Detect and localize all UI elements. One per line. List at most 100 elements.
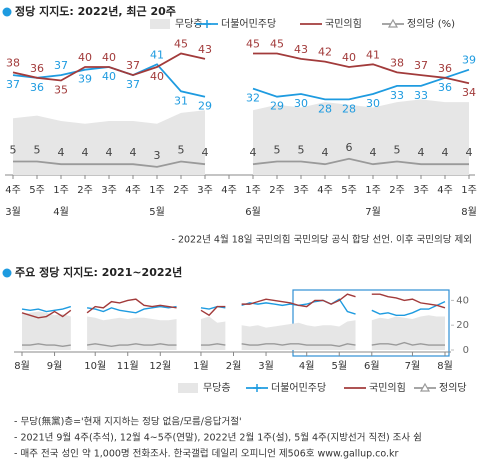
x-tick-label: 1월 [193,360,209,372]
data-label: 40 [342,51,356,64]
area [371,315,445,350]
x-group-label: 8월 [461,206,477,218]
data-label: 4 [322,146,329,159]
data-label: 4 [106,146,113,159]
data-label: 4 [442,146,449,159]
x-tick-label: 8월 [437,360,453,372]
x-tick-label: 3주 [413,185,429,196]
x-tick-label: 12월 [149,360,171,372]
legend-marker [387,18,399,28]
data-label: 4 [250,146,257,159]
line [371,341,445,346]
legend-marker [419,382,431,392]
data-label: 4 [370,146,377,159]
data-label: 40 [78,51,92,64]
x-tick-label: 9월 [47,360,63,372]
data-label: 40 [102,51,116,64]
x-tick-label: 1주 [461,185,477,196]
x-tick-label: 10월 [84,360,106,372]
x-tick-label: 7월 [405,360,421,372]
data-label: 4 [466,146,473,159]
data-label: 4 [202,146,209,159]
x-group-label: 6월 [245,206,261,218]
area [253,99,469,175]
data-label: 4 [58,146,65,159]
data-label: 37 [126,78,140,91]
data-label: 4 [130,146,137,159]
line [86,305,177,314]
data-label: 41 [366,48,380,61]
data-label: 36 [30,62,44,75]
y-tick-label: 0 [463,345,469,356]
data-label: 5 [34,144,41,157]
data-label: 29 [270,100,284,113]
legend-label: 더불어민주당 [221,18,276,30]
footnote: - 2022년 4월 18일 국민의힘 국민의당 공식 합당 선언. 이후 국민… [172,234,472,246]
data-label: 5 [298,144,305,157]
line [21,305,72,313]
data-label: 45 [246,38,260,51]
legend-swatch [150,19,170,29]
data-label: 5 [274,144,281,157]
line [253,52,470,85]
data-label: 4 [82,146,89,159]
x-tick-label: 3주 [293,185,309,196]
data-label: 43 [198,43,212,56]
line [252,68,470,101]
data-label: 29 [198,100,212,113]
x-tick-label: 4주 [221,185,237,196]
x-tick-label: 4주 [125,185,141,196]
x-tick-label: 3주 [101,185,117,196]
data-label: 39 [78,73,92,86]
x-tick-label: 4주 [437,185,453,196]
legend-label: 더불어민주당 [271,382,326,394]
x-tick-label: 11월 [117,360,139,372]
legend-label: 정의당 (%) [407,18,455,30]
y-tick-label: 40 [456,295,469,306]
legend-label: 정의당 [439,382,467,394]
area [200,316,226,350]
line [86,298,177,314]
line [200,343,226,346]
data-label: 34 [462,86,476,99]
data-label: 36 [438,81,452,94]
x-group-label: 4월 [53,206,69,218]
x-tick-label: 2월 [226,360,242,372]
data-label: 3 [154,149,161,162]
line [21,309,72,319]
x-tick-label: 1주 [245,185,261,196]
area [241,320,356,350]
highlight-box [292,289,450,357]
line [252,157,469,166]
x-tick-label: 1주 [53,185,69,196]
data-label: 40 [150,70,164,83]
legend-label: 무당층 [175,18,203,30]
data-label: 43 [294,43,308,56]
data-label: 35 [54,84,68,97]
data-label: 38 [390,56,404,69]
legend-marker [203,20,211,28]
data-label: 28 [318,102,332,115]
legend-label: 국민의힘 [369,382,406,394]
area [13,110,205,175]
data-label: 30 [294,97,308,110]
y-tick-label: 20 [456,320,469,331]
x-tick-label: 3주 [197,185,213,196]
data-label: 38 [6,56,20,69]
chart-title: 정당 지지도: 2022년, 최근 20주 [15,4,176,18]
x-tick-label: 2주 [269,185,285,196]
x-tick-label: 8월 [14,360,30,372]
x-tick-label: 2주 [173,185,189,196]
x-tick-label: 4주 [317,185,333,196]
line [13,160,206,168]
x-tick-label: 5주 [29,185,45,196]
title-bullet [2,268,12,278]
data-label: 37 [54,59,68,72]
x-tick-label: 3월 [258,360,274,372]
data-label: 40 [102,70,116,83]
title-bullet [2,7,12,17]
data-label: 41 [150,48,164,61]
x-tick-label: 2주 [77,185,93,196]
x-tick-label: 1주 [365,185,381,196]
